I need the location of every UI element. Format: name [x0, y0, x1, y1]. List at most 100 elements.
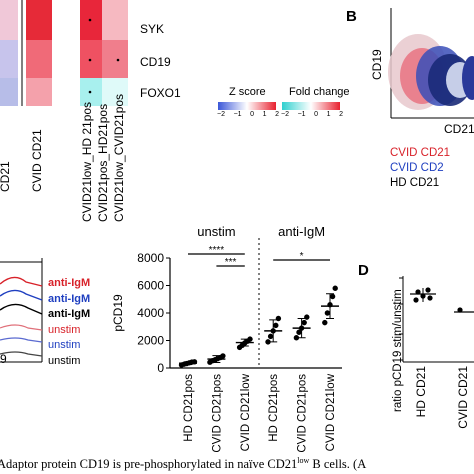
heatmap-cell	[102, 0, 128, 40]
y-tick-label: 0	[157, 361, 164, 375]
data-point	[327, 302, 333, 308]
panel-d-plot	[399, 276, 474, 363]
caption-tail: B cells. (A	[309, 457, 367, 472]
flow-x-label: CD21	[444, 122, 474, 136]
panel-d-point	[457, 307, 463, 313]
flow-legend: CVID CD21 CVID CD2 HD CD21	[390, 146, 450, 191]
data-point	[267, 333, 274, 340]
caption-text: Adaptor protein CD19 is pre-phosphorylat…	[0, 457, 298, 472]
data-point	[329, 293, 336, 300]
fold-tick: −2	[281, 111, 289, 118]
data-point	[324, 310, 331, 316]
heatmap-cell	[102, 40, 128, 78]
panel-letter-d: D	[358, 262, 369, 279]
panel-d-tick-label: HD CD21	[414, 366, 428, 418]
zscore-tick: −1	[233, 111, 242, 118]
data-point	[273, 322, 279, 329]
heatmap-svg	[0, 0, 340, 110]
histogram-trace	[0, 351, 43, 357]
histogram-legend: anti-IgM anti-IgM anti-IgM unstim unstim…	[48, 276, 90, 370]
significance-label: ****	[209, 245, 225, 256]
x-tick-label: CVID CD21pos	[211, 374, 223, 453]
histogram-label: unstim	[48, 354, 81, 367]
zscore-colorbar	[218, 102, 276, 110]
histogram-trace	[0, 324, 43, 331]
fold-ticks: −2 −1 0 1 2	[281, 111, 343, 118]
y-tick-label: 2000	[137, 334, 164, 348]
y-tick-label: 8000	[137, 251, 164, 265]
heatmap-cell	[0, 0, 18, 40]
histogram-trace	[0, 289, 43, 301]
gene-label-syk: SYK	[140, 22, 165, 36]
significance-dot	[88, 58, 92, 62]
x-tick-label: CVID CD21low	[240, 373, 252, 451]
panel-d-point	[413, 297, 419, 303]
data-point	[220, 353, 226, 359]
histogram-trace	[0, 337, 43, 343]
significance-dot	[88, 18, 92, 22]
panel-d-point	[415, 289, 421, 295]
figure-caption: Adaptor protein CD19 is pre-phosphorylat…	[0, 456, 366, 472]
x-tick-label: HD CD21pos	[183, 374, 195, 442]
panel-d-point	[427, 295, 433, 301]
histogram-label: anti-IgM	[48, 308, 91, 321]
heatmap-cell	[80, 40, 102, 78]
panel-d-point	[425, 287, 431, 293]
heatmap-cell	[102, 78, 128, 106]
significance-dot	[116, 58, 120, 62]
x-tick-label: HD CD21pos	[268, 374, 280, 442]
data-point	[298, 325, 305, 331]
y-axis-label: pCD19	[111, 294, 125, 332]
panel-letter-b: B	[346, 8, 357, 25]
significance-dot	[88, 90, 92, 94]
significance-label: ***	[225, 257, 237, 268]
data-point	[293, 335, 300, 341]
fold-tick: 1	[326, 111, 331, 118]
panel-d-tick-label: CVID CD21	[456, 366, 470, 429]
y-tick-label: 6000	[137, 279, 164, 293]
zscore-ticks: −2 −1 0 1 2	[217, 111, 279, 118]
data-point	[270, 328, 276, 334]
data-point	[265, 339, 271, 345]
fold-tick: 0	[314, 111, 319, 118]
zscore-tick: 2	[275, 111, 279, 118]
histogram-trace	[0, 303, 43, 315]
data-point	[296, 329, 302, 335]
condition-label: unstim	[197, 224, 235, 239]
data-point	[247, 336, 253, 342]
heatmap-cell	[26, 40, 52, 78]
fold-tick: 2	[339, 111, 343, 118]
zscore-tick: −2	[217, 111, 225, 118]
heatmap-cell	[0, 78, 18, 106]
data-point	[301, 319, 307, 326]
zscore-tick: 1	[262, 111, 267, 118]
data-point	[191, 359, 198, 365]
flow-legend-item: CVID CD2	[390, 162, 444, 174]
y-tick-label: 4000	[137, 306, 164, 320]
heatmap-cell	[0, 40, 18, 78]
gene-label-cd19: CD19	[140, 55, 171, 69]
x-tick-label: CVID CD21pos	[297, 374, 309, 453]
histogram-axis-fragment: 9	[0, 352, 7, 366]
significance-label: *	[300, 251, 304, 262]
zscore-title: Z score	[229, 86, 266, 98]
data-point	[332, 285, 338, 291]
data-point	[304, 314, 310, 320]
condition-label: anti-IgM	[278, 224, 325, 239]
histogram-label: unstim	[48, 323, 81, 336]
histogram-trace	[0, 276, 43, 287]
fold-tick: −1	[297, 111, 306, 118]
fold-title: Fold change	[289, 86, 350, 98]
flow-legend-item: HD CD21	[390, 177, 440, 189]
histogram-label: unstim	[48, 339, 81, 352]
heatmap-cell	[26, 0, 52, 40]
panel-d-point	[420, 293, 426, 299]
flow-population-edge	[462, 56, 474, 100]
gene-label-foxo1: FOXO1	[140, 86, 181, 100]
histogram-svg	[0, 258, 43, 363]
heatmap-cell	[26, 78, 52, 106]
fold-colorbar	[282, 102, 340, 110]
flow-legend-item: CVID CD21	[390, 147, 451, 159]
